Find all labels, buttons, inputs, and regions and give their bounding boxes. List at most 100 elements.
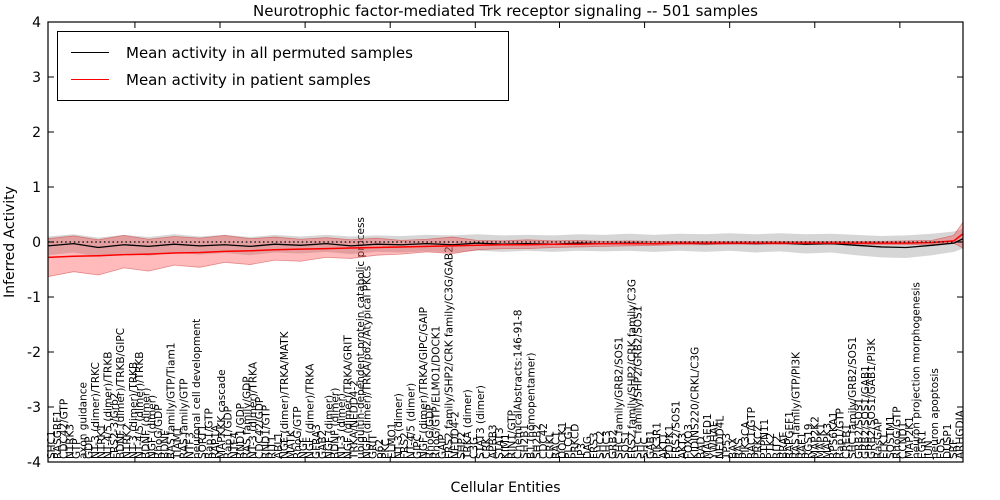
x-tick-label: C3G <box>469 437 481 459</box>
x-tick-label: GAIP <box>437 434 449 459</box>
x-tick-label: APBB3 <box>487 424 499 459</box>
x-tick-label: ABL1 <box>273 432 285 459</box>
y-tick-label: 2 <box>32 125 41 141</box>
y-tick-label: 0 <box>32 235 41 251</box>
x-tick-label: RhoG/GDP <box>153 404 165 459</box>
x-tick-label: SHP2 <box>456 431 468 459</box>
x-tick-label: NTF3 <box>185 432 197 459</box>
x-tick-label: EGR1 <box>917 430 929 459</box>
x-tick-label: RhoG/GTP/ELMO1/DOCK1 <box>431 326 443 459</box>
x-tick-label: DUSP1 <box>942 424 954 459</box>
y-axis-label: Inferred Activity <box>2 186 18 298</box>
x-tick-label: SHC family/GRB2/SOS1 <box>847 337 859 459</box>
x-tick-label: RAS <box>734 438 746 459</box>
x-tick-label: BAD <box>696 437 708 459</box>
x-tick-label: STAT3 (dimer) <box>475 385 487 459</box>
x-tick-label: FRS2 family/SHP2/CRK family/C3G/GAB2 <box>443 246 455 459</box>
legend-label-patient: Mean activity in patient samples <box>126 70 371 89</box>
x-tick-label: PLCG1 <box>563 425 575 459</box>
x-tick-label: SH2B2 <box>532 424 544 459</box>
x-tick-label: NT-4/5 (dimer) <box>405 383 417 459</box>
x-tick-label: SHC2 <box>595 430 607 459</box>
x-tick-label: SHC1 <box>46 430 58 459</box>
x-tick-label: GIPC <box>412 434 424 459</box>
x-tick-label: axon guidance <box>77 382 89 459</box>
x-tick-label: NEDD4-2 <box>450 411 462 459</box>
x-tick-label: FOS <box>936 438 948 459</box>
legend: Mean activity in all permuted samples Me… <box>57 31 509 101</box>
x-tick-label: RAC1/GTP <box>746 407 758 459</box>
x-tick-label: GTP <box>71 438 83 459</box>
x-tick-label: BDNF <box>159 430 171 459</box>
x-tick-label: CDC42 <box>538 423 550 459</box>
x-tick-label: RAF1 <box>797 432 809 459</box>
x-tick-label: NT-3 (dimer) <box>393 393 405 459</box>
x-tick-label: YWHAE <box>708 420 720 460</box>
x-tick-label: ChemicalAbstracts:146-91-8 <box>513 310 525 459</box>
x-tick-label: SHC family/SHP2/GRB2/SOS1 <box>633 306 645 459</box>
x-tick-label: SRF <box>948 439 960 459</box>
x-tick-label: MAPK1 <box>816 423 828 459</box>
x-tick-label: FRS2 <box>399 432 411 459</box>
x-tick-label: RGS19 <box>803 424 815 459</box>
x-tick-label: TP53 <box>721 433 733 460</box>
x-tick-label: DOCK1 <box>557 422 569 459</box>
x-tick-label: RAPGEF1 <box>784 411 796 459</box>
x-tick-label: NT-3 (dimer)/TRKA <box>248 361 260 459</box>
x-tick-label: JUN <box>923 440 935 460</box>
x-tick-label: AKT1 <box>658 433 670 459</box>
x-tick-label: ubiquitin-dependent protein catabolic pr… <box>355 217 367 459</box>
legend-label-permuted: Mean activity in all permuted samples <box>126 43 413 62</box>
mean-line <box>47 233 964 259</box>
x-tick-label: NTRK2 <box>121 424 133 459</box>
x-tick-label: RasGAP <box>872 418 884 459</box>
legend-item-permuted: Mean activity in all permuted samples <box>58 39 508 66</box>
x-tick-label: DAG <box>582 436 594 459</box>
x-tick-label: MAPKKK cascade <box>216 369 228 459</box>
x-tick-label: NT-4/5 (dimer)/TRKB <box>103 352 115 459</box>
red-line-icon <box>71 79 109 80</box>
y-tick-label: 4 <box>32 15 41 31</box>
x-tick-label: GRB2/SOS1/GAB1/PI3K <box>866 337 878 459</box>
x-tick-label: RIT1 <box>267 436 279 460</box>
y-tick-label: 1 <box>32 180 41 196</box>
y-tick-label: -2 <box>27 345 41 361</box>
x-tick-label: NTRK3 <box>65 424 77 459</box>
x-tick-label: MAP2K1 <box>904 416 916 459</box>
x-tick-label: CDC42/GDP <box>254 397 266 459</box>
x-tick-label: IP3 <box>576 443 588 459</box>
x-tick-label: GRB2 <box>607 430 619 459</box>
x-tick-label: CRKL <box>544 431 556 459</box>
x-tick-label: NGF (dimer)/TRKA/MATK <box>279 330 291 459</box>
x-tick-label: NGF (dimer)/TRKA/GIPC/GAIP <box>418 307 430 459</box>
x-tick-label: NGF (dimer)/TRKA/GRIT <box>342 335 354 459</box>
x-tick-label: RAS family/GTP <box>178 378 190 459</box>
x-tick-label: PTPN11 <box>759 419 771 459</box>
x-tick-label: ELK1 <box>879 433 891 459</box>
x-tick-label: NTRK1 <box>96 424 108 459</box>
x-tick-label: RAC1 <box>551 431 563 459</box>
x-tick-label: GFRA3 <box>311 424 323 459</box>
y-tick-label: -1 <box>27 290 41 306</box>
x-tick-label: RPS6KA1 <box>828 411 840 459</box>
x-tick-label: RAS family/GTP/Tiam1 <box>166 343 178 459</box>
x-tick-label: CREB1 <box>841 424 853 459</box>
x-tick-label: NGF (dimer)/TRKA <box>304 363 316 459</box>
x-tick-label: NTF4 <box>229 432 241 459</box>
x-tick-label: B1 (homopentamer) <box>525 353 537 459</box>
x-tick-label: MATK <box>286 429 298 459</box>
x-tick-label: SOS1 <box>620 431 632 459</box>
x-tick-label: RhoG/GDP <box>424 404 436 459</box>
x-tick-label: PIK3CA <box>740 421 752 459</box>
x-tick-label: RIN1/GTP <box>506 410 518 459</box>
x-tick-label: TIAM1 <box>172 427 184 460</box>
y-tick-label: -4 <box>27 455 41 471</box>
x-tick-label: RAS family/GTP/PI3K <box>790 351 802 459</box>
x-tick-label: BDNF (dimer) <box>330 388 342 459</box>
x-tick-label: NT-4/5 (dimer)/TRKB <box>134 352 146 459</box>
x-tick-label: ARHGDIA <box>954 409 966 459</box>
x-tick-label: RND1/GTP <box>260 405 272 459</box>
confidence-band <box>48 228 963 258</box>
x-tick-label: GRIT <box>368 433 380 459</box>
x-tick-label: MAGED1 <box>702 413 714 459</box>
